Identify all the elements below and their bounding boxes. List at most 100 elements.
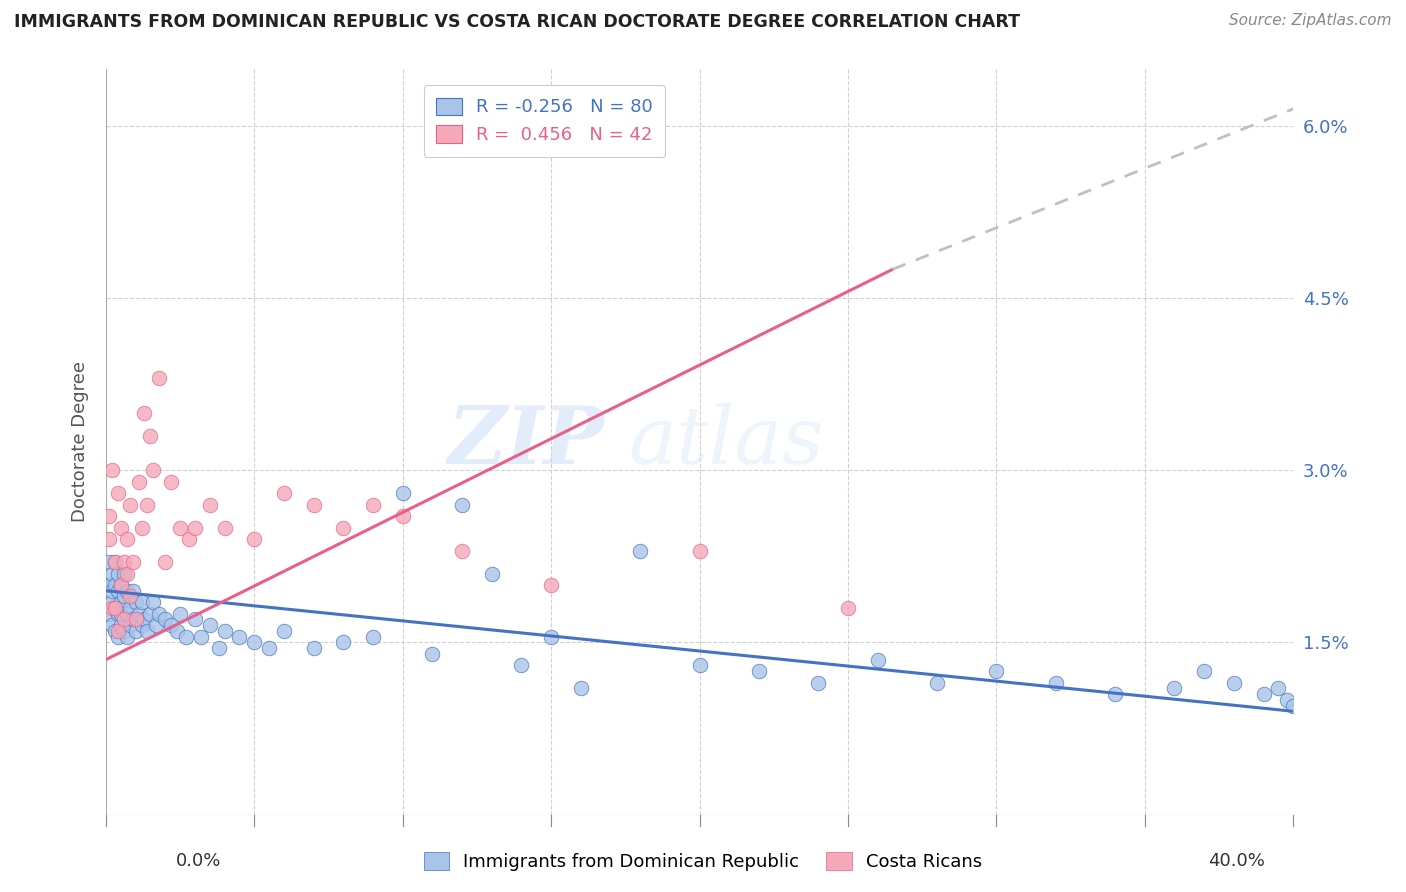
Point	[115, 532, 138, 546]
Point	[540, 578, 562, 592]
Point	[1104, 687, 1126, 701]
Point	[145, 618, 167, 632]
Point	[986, 664, 1008, 678]
Point	[131, 618, 153, 632]
Point	[104, 578, 127, 592]
Point	[243, 635, 266, 649]
Point	[104, 555, 127, 569]
Point	[422, 647, 444, 661]
Point	[160, 475, 183, 489]
Point	[228, 630, 250, 644]
Point	[169, 521, 191, 535]
Point	[128, 607, 150, 621]
Point	[1223, 675, 1246, 690]
Point	[391, 486, 413, 500]
Point	[155, 612, 177, 626]
Y-axis label: Doctorate Degree: Doctorate Degree	[72, 361, 89, 522]
Point	[302, 641, 325, 656]
Point	[628, 543, 651, 558]
Point	[155, 555, 177, 569]
Point	[148, 371, 170, 385]
Point	[1253, 687, 1275, 701]
Text: Source: ZipAtlas.com: Source: ZipAtlas.com	[1229, 13, 1392, 29]
Point	[198, 618, 221, 632]
Point	[1192, 664, 1215, 678]
Point	[121, 612, 143, 626]
Point	[361, 630, 384, 644]
Point	[107, 630, 129, 644]
Point	[101, 583, 124, 598]
Point	[273, 624, 295, 638]
Point	[361, 498, 384, 512]
Legend: R = -0.256   N = 80, R =  0.456   N = 42: R = -0.256 N = 80, R = 0.456 N = 42	[423, 85, 665, 157]
Point	[208, 641, 231, 656]
Point	[121, 555, 143, 569]
Point	[177, 532, 200, 546]
Point	[118, 618, 141, 632]
Point	[118, 498, 141, 512]
Point	[110, 618, 132, 632]
Point	[110, 607, 132, 621]
Text: IMMIGRANTS FROM DOMINICAN REPUBLIC VS COSTA RICAN DOCTORATE DEGREE CORRELATION C: IMMIGRANTS FROM DOMINICAN REPUBLIC VS CO…	[14, 13, 1021, 31]
Point	[1045, 675, 1067, 690]
Point	[104, 624, 127, 638]
Point	[124, 595, 146, 609]
Point	[139, 607, 162, 621]
Point	[112, 612, 135, 626]
Point	[214, 624, 236, 638]
Point	[198, 498, 221, 512]
Point	[689, 543, 711, 558]
Point	[107, 486, 129, 500]
Point	[104, 601, 127, 615]
Point	[97, 509, 120, 524]
Point	[148, 607, 170, 621]
Point	[112, 566, 135, 581]
Point	[110, 578, 132, 592]
Point	[273, 486, 295, 500]
Point	[131, 595, 153, 609]
Point	[748, 664, 770, 678]
Text: atlas: atlas	[628, 403, 824, 480]
Point	[121, 583, 143, 598]
Point	[101, 566, 124, 581]
Point	[451, 498, 474, 512]
Point	[302, 498, 325, 512]
Text: 0.0%: 0.0%	[176, 852, 221, 870]
Point	[97, 555, 120, 569]
Point	[243, 532, 266, 546]
Point	[124, 624, 146, 638]
Point	[332, 521, 354, 535]
Point	[332, 635, 354, 649]
Point	[689, 658, 711, 673]
Point	[128, 475, 150, 489]
Point	[107, 624, 129, 638]
Point	[169, 607, 191, 621]
Point	[110, 578, 132, 592]
Point	[1277, 693, 1299, 707]
Point	[118, 590, 141, 604]
Point	[134, 612, 156, 626]
Point	[257, 641, 280, 656]
Point	[925, 675, 948, 690]
Point	[184, 612, 207, 626]
Point	[142, 595, 165, 609]
Point	[451, 543, 474, 558]
Point	[184, 521, 207, 535]
Point	[569, 681, 592, 696]
Text: 40.0%: 40.0%	[1209, 852, 1265, 870]
Point	[112, 590, 135, 604]
Point	[214, 521, 236, 535]
Point	[124, 612, 146, 626]
Point	[142, 463, 165, 477]
Point	[166, 624, 188, 638]
Legend: Immigrants from Dominican Republic, Costa Ricans: Immigrants from Dominican Republic, Cost…	[416, 846, 990, 879]
Point	[115, 607, 138, 621]
Point	[101, 463, 124, 477]
Point	[104, 601, 127, 615]
Point	[540, 630, 562, 644]
Point	[1282, 698, 1305, 713]
Point	[136, 498, 159, 512]
Point	[118, 601, 141, 615]
Point	[115, 630, 138, 644]
Point	[190, 630, 212, 644]
